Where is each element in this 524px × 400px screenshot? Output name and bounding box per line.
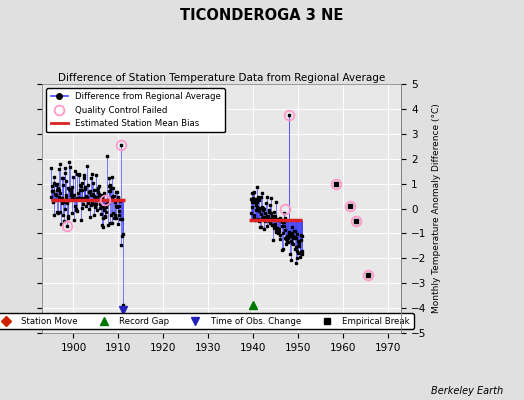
Text: TICONDEROGA 3 NE: TICONDEROGA 3 NE — [180, 8, 344, 23]
Y-axis label: Monthly Temperature Anomaly Difference (°C): Monthly Temperature Anomaly Difference (… — [432, 104, 441, 314]
Title: Difference of Station Temperature Data from Regional Average: Difference of Station Temperature Data f… — [58, 73, 385, 83]
Text: Berkeley Earth: Berkeley Earth — [431, 386, 503, 396]
Legend: Station Move, Record Gap, Time of Obs. Change, Empirical Break: Station Move, Record Gap, Time of Obs. C… — [0, 313, 413, 329]
